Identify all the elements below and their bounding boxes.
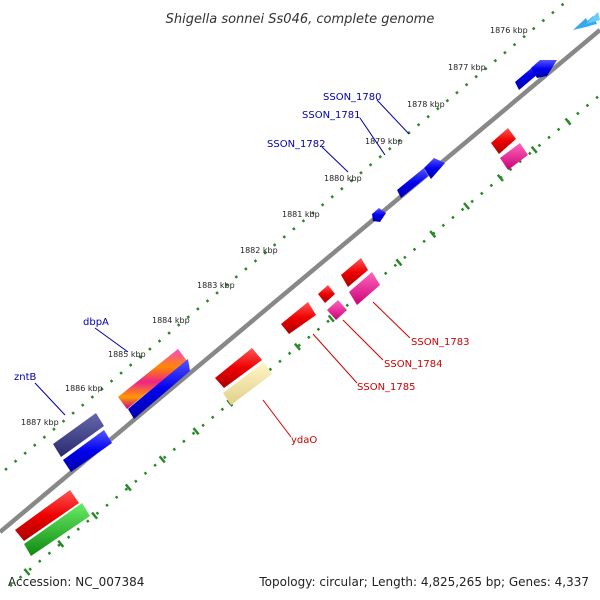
tick-label: 1880 kbp [324,174,362,183]
ring-tick [293,342,301,351]
leader-sson-1785 [312,333,358,384]
gene-sson-1784[interactable] [327,300,347,320]
gene-sson-1781[interactable] [397,168,428,198]
leader-sson-1783 [372,301,411,339]
leader-dbpa [94,327,129,353]
ring-tick [429,230,437,239]
inner-tick-ring [9,94,600,587]
gene-sson-1783[interactable] [349,272,380,305]
gene-red-large[interactable] [215,348,262,388]
gene-red-1783[interactable] [341,258,368,287]
ring-tick [91,511,99,520]
leader-sson-1782 [321,146,349,173]
inner-ring-ticks [23,117,572,576]
leader-zntb [34,382,66,416]
ring-tick [124,483,132,492]
gene-red-top[interactable] [491,128,516,154]
leader-ydao [262,399,292,438]
gene-sson-small[interactable] [372,208,386,222]
tick-label: 1887 kbp [21,418,59,427]
gene-blue-long[interactable] [128,359,190,419]
tick-label: 1879 kbp [365,137,403,146]
ring-tick [158,455,166,464]
label-sson-1781[interactable]: SSON_1781 [302,110,361,121]
gene-sson-1785[interactable] [281,302,316,334]
leader-sson-1781 [359,117,386,156]
label-sson-1782[interactable]: SSON_1782 [267,139,326,150]
label-ydao[interactable]: ydaO [291,435,317,446]
gene-red-bottom[interactable] [15,490,79,541]
tick-label: 1883 kbp [197,281,235,290]
gene-sson-1780b[interactable] [531,60,557,78]
direction-marker-icon[interactable] [573,12,600,30]
ring-tick [23,568,31,576]
ring-tick [57,539,65,548]
forward-genes [53,60,557,472]
label-leaders [34,99,411,438]
ring-tick [496,173,504,182]
leader-sson-1780 [376,99,410,135]
tick-label: 1878 kbp [407,100,445,109]
accession-text: Accession: NC_007384 [8,575,144,589]
label-sson-1783[interactable]: SSON_1783 [411,337,470,348]
gene-green-bottom[interactable] [24,503,90,556]
gene-zntb[interactable] [53,413,104,457]
label-zntb[interactable]: zntB [14,372,37,383]
tick-label: 1885 kbp [108,350,146,359]
gene-sson-1782[interactable] [424,158,445,179]
gene-labels: SSON_1780 SSON_1781 SSON_1782 dbpA zntB … [14,92,470,446]
gene-dbpa[interactable] [118,349,187,409]
tick-label: 1876 kbp [490,26,528,35]
label-sson-1780[interactable]: SSON_1780 [323,92,382,103]
tick-label: 1886 kbp [65,384,103,393]
gene-blue-lower[interactable] [63,430,112,472]
tick-labels: 1876 kbp 1877 kbp 1878 kbp 1879 kbp 1880… [21,26,528,427]
label-sson-1784[interactable]: SSON_1784 [384,359,443,370]
label-dbpa[interactable]: dbpA [83,317,109,328]
ring-tick [530,145,538,154]
tick-label: 1882 kbp [240,246,278,255]
leader-sson-1784 [342,319,384,361]
ring-tick [192,427,200,436]
gene-pink-top[interactable] [500,143,528,170]
gene-ydao[interactable] [223,362,272,405]
genome-summary-text: Topology: circular; Length: 4,825,265 bp… [258,575,589,589]
reverse-genes [15,128,528,556]
ring-tick [564,117,572,126]
tick-label: 1877 kbp [448,63,486,72]
ring-tick [327,314,335,323]
tick-label: 1881 kbp [282,210,320,219]
tick-label: 1884 kbp [152,316,190,325]
ring-tick [463,202,471,210]
map-title: Shigella sonnei Ss046, complete genome [166,12,435,27]
gene-red-1784[interactable] [318,285,335,303]
ring-tick [395,258,403,267]
label-sson-1785[interactable]: SSON_1785 [357,382,416,393]
